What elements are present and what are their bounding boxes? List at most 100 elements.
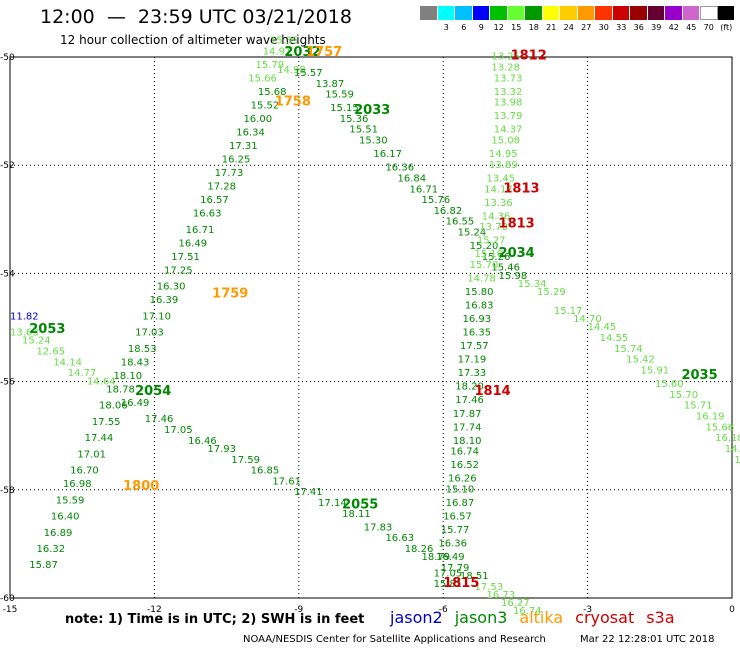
wave-height-point: 14.84 xyxy=(725,444,740,455)
color-scale-label: 70 xyxy=(703,23,714,32)
wave-height-point: 16.93 xyxy=(462,314,491,325)
color-scale-label: 42 xyxy=(668,23,679,32)
wave-height-point: 15.74 xyxy=(614,344,643,355)
color-scale-label: 45 xyxy=(686,23,697,32)
wave-height-point: 15.98 xyxy=(499,271,528,282)
color-scale-label: 18 xyxy=(528,23,539,32)
wave-height-point: 14.98 xyxy=(277,65,306,76)
wave-height-point: 16.55 xyxy=(446,217,475,228)
wave-height-point: 18.78 xyxy=(106,384,135,395)
wave-height-point: 15.30 xyxy=(359,136,388,147)
wave-height-point: 17.05 xyxy=(434,568,463,579)
pass-time-label: 1759 xyxy=(212,287,248,302)
wave-height-point: 15.08 xyxy=(491,136,520,147)
wave-height-point: 16.73 xyxy=(487,590,516,601)
wave-height-point: 15.46 xyxy=(491,263,520,274)
color-scale-label: 6 xyxy=(461,23,467,32)
legend-jason3: jason3 xyxy=(454,608,508,627)
wave-height-point: 16.34 xyxy=(236,127,265,138)
wave-height-point: 14.70 xyxy=(573,314,602,325)
wave-height-point: 16.17 xyxy=(373,149,402,160)
x-tick-label: -15 xyxy=(3,605,18,615)
wave-height-point: 15.81 xyxy=(434,579,463,590)
wave-height-point: 16.57 xyxy=(200,195,229,206)
x-tick-label: -9 xyxy=(294,605,303,615)
pass-time-label: 2053 xyxy=(29,322,65,337)
wave-height-point: 13.79 xyxy=(494,111,523,122)
wave-height-point: 16.70 xyxy=(70,466,99,477)
wave-height-point: 16.49 xyxy=(178,238,207,249)
color-scale-cell: 45 xyxy=(682,6,700,32)
wave-height-point: 16.40 xyxy=(51,512,80,523)
x-tick-label: -3 xyxy=(583,605,592,615)
wave-height-point: 15.77 xyxy=(441,525,470,536)
wave-height-point: 17.28 xyxy=(207,182,236,193)
y-tick-label: -56 xyxy=(0,378,15,388)
wave-height-point: 16.98 xyxy=(63,479,92,490)
x-tick-label: -12 xyxy=(147,605,162,615)
y-tick-label: -52 xyxy=(0,161,15,171)
color-scale-cell: 3 xyxy=(437,6,455,32)
wave-height-point: 15.24 xyxy=(22,336,51,347)
wave-height-point: 16.27 xyxy=(501,598,530,609)
wave-height-point: 15.15 xyxy=(330,103,359,114)
color-scale-cell: 39 xyxy=(647,6,665,32)
wave-height-point: 15.27 xyxy=(477,236,506,247)
wave-height-point: 15.60 xyxy=(655,379,684,390)
color-scale-cell: 24 xyxy=(560,6,578,32)
color-swatch xyxy=(455,6,473,20)
credit-line: NOAA/NESDIS Center for Satellite Applica… xyxy=(243,634,546,645)
wave-height-point: 16.85 xyxy=(251,466,280,477)
wave-height-point: 13.70 xyxy=(479,222,508,233)
wave-height-point: 14.64 xyxy=(87,376,116,387)
wave-height-point: 18.10 xyxy=(113,371,142,382)
wave-height-point: 15.42 xyxy=(626,355,655,366)
wave-height-point: 17.33 xyxy=(458,368,487,379)
color-swatch xyxy=(700,6,718,20)
wave-height-point: 17.41 xyxy=(294,487,323,498)
wave-height-point: 17.46 xyxy=(455,395,484,406)
legend-s3a: s3a xyxy=(646,608,675,627)
wave-height-point: 17.44 xyxy=(85,433,114,444)
color-swatch xyxy=(560,6,578,20)
wave-height-point: 17.79 xyxy=(441,563,470,574)
color-scale-cell: 6 xyxy=(455,6,473,32)
wave-height-point: 16.26 xyxy=(448,474,477,485)
color-scale-cell xyxy=(420,6,438,32)
x-tick-label: 0 xyxy=(729,605,735,615)
legend-altika: altika xyxy=(519,608,564,627)
wave-height-point: 14.45 xyxy=(588,322,617,333)
wave-height-point: 18.53 xyxy=(128,344,157,355)
wave-height-point: 16.35 xyxy=(462,328,491,339)
y-tick-label: -58 xyxy=(0,486,15,496)
color-scale-label: 33 xyxy=(616,23,627,32)
wave-height-point: 16.39 xyxy=(150,295,179,306)
color-scale-label: 27 xyxy=(581,23,592,32)
wave-height-point: 16.63 xyxy=(385,533,414,544)
color-scale-label: (ft) xyxy=(720,23,733,32)
wave-height-point: 16.74 xyxy=(513,606,542,617)
wave-height-point: 13.25 xyxy=(491,52,520,63)
color-scale-label: 3 xyxy=(443,23,449,32)
wave-height-point: 16.57 xyxy=(443,512,472,523)
color-scale-label: 12 xyxy=(493,23,504,32)
wave-height-point: 17.10 xyxy=(142,311,171,322)
generated-timestamp: Mar 22 12:28:01 UTC 2018 xyxy=(580,634,715,645)
wave-height-point: 15.70 xyxy=(470,260,499,271)
color-scale-cell: 36 xyxy=(630,6,648,32)
wave-height-point: 15.10 xyxy=(446,485,475,496)
wave-height-point: 17.01 xyxy=(77,449,106,460)
wave-height-point: 14.65 xyxy=(734,455,740,466)
legend-jason2: jason2 xyxy=(390,608,443,627)
color-swatch xyxy=(437,6,455,20)
wave-height-point: 16.63 xyxy=(193,209,222,220)
wave-height-point: 18.79 xyxy=(422,552,451,563)
pass-time-label: 1815 xyxy=(443,576,479,591)
wave-height-point: 17.25 xyxy=(164,265,193,276)
color-scale-cell: 30 xyxy=(595,6,613,32)
wave-height-point: 15.52 xyxy=(251,100,280,111)
wave-height-point: 16.30 xyxy=(157,282,186,293)
wave-height-point: 15.35 xyxy=(270,35,299,46)
wave-height-point: 18.51 xyxy=(460,571,489,582)
wave-height-point: 15.36 xyxy=(340,114,369,125)
